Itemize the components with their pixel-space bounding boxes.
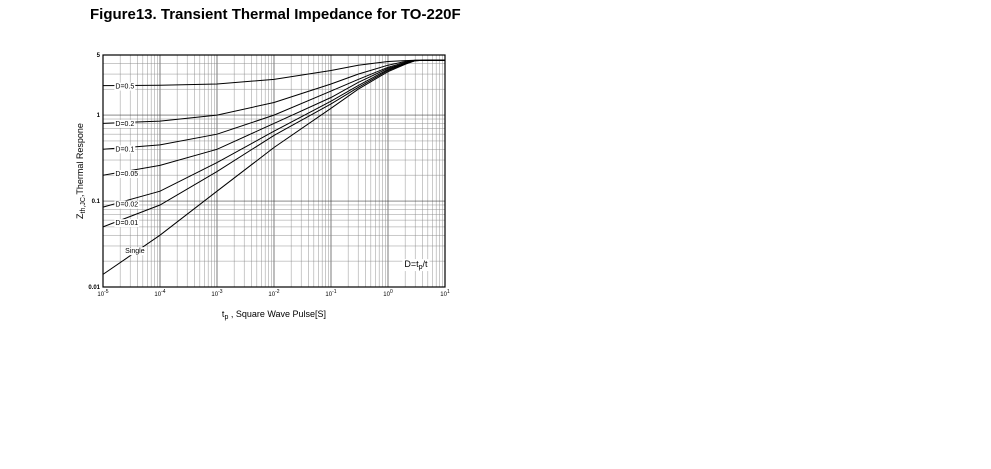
series-line-7: [102, 59, 445, 275]
x-axis-label-rest: , Square Wave Pulse[S]: [228, 309, 326, 319]
series-label-1: D=0.5: [115, 84, 134, 91]
y-tick-label: 0.1: [92, 199, 101, 205]
series-label-bg: [114, 200, 140, 209]
x-tick-exponent: -5: [104, 289, 109, 295]
x-tick-exponent: -2: [275, 289, 280, 295]
x-axis-label: tp , Square Wave Pulse[S]: [222, 309, 326, 321]
duty-cycle-annotation: D=tp/t: [404, 259, 428, 271]
x-tick-base: 10: [97, 292, 104, 298]
x-tick-exponent: -4: [161, 289, 166, 295]
series-lines: [102, 59, 445, 275]
x-axis-label-sub: p: [224, 314, 228, 321]
x-tick-base: 10: [383, 292, 390, 298]
annotation-sub: p: [419, 264, 423, 271]
plot-frame: [102, 54, 446, 288]
x-tick-label: 10-1: [325, 289, 336, 298]
x-tick-base: 10: [268, 292, 275, 298]
x-tick-exponent: 0: [390, 289, 393, 295]
y-axis-label-sub: th,JC: [80, 197, 87, 213]
y-axis-label-main: Z: [75, 213, 85, 219]
y-axis-label-rest: ,Thermal Respone: [75, 123, 85, 197]
x-tick-label: 10-4: [154, 289, 165, 298]
x-tick-base: 10: [211, 292, 218, 298]
figure-title: Figure13. Transient Thermal Impedance fo…: [90, 6, 461, 23]
y-tick-label: 0.01: [88, 285, 100, 291]
x-tick-base: 10: [325, 292, 332, 298]
x-tick-label: 10-5: [97, 289, 108, 298]
x-tick-base: 10: [154, 292, 161, 298]
y-axis-label: Zth,JC,Thermal Respone: [75, 123, 87, 219]
annotation-main: D=t: [404, 259, 419, 269]
x-tick-label: 10-2: [268, 289, 279, 298]
series-label-bg: [124, 247, 146, 256]
annotation-bg: [402, 259, 430, 272]
series-label-bg: [114, 119, 136, 128]
y-tick-label: 5: [97, 53, 101, 59]
x-tick-exponent: -3: [218, 289, 223, 295]
x-tick-label: 100: [383, 289, 393, 298]
x-axis-label-main: t: [222, 309, 225, 319]
series-label-bg: [114, 145, 136, 154]
x-tick-exponent: -1: [332, 289, 337, 295]
series-label-5: D=0.02: [115, 202, 138, 209]
series-label-2: D=0.2: [115, 121, 134, 128]
series-label-7: Single: [125, 248, 145, 255]
series-label-3: D=0.1: [115, 146, 134, 153]
x-tick-label: 10-3: [211, 289, 222, 298]
series-label-bg: [114, 170, 140, 179]
x-tick-label: 101: [440, 289, 450, 298]
x-tick-exponent: 1: [447, 289, 450, 295]
series-label-bg: [114, 219, 140, 228]
series-label-4: D=0.05: [115, 171, 138, 178]
y-tick-label: 1: [97, 113, 101, 119]
annotation-rest: /t: [423, 259, 429, 269]
x-tick-base: 10: [440, 292, 447, 298]
series-label-6: D=0.01: [115, 220, 138, 227]
series-label-bg: [114, 82, 136, 91]
grid-lines: [103, 55, 445, 287]
series-labels: D=0.5 D=0.2 D=0.1 D=0.05 D=0.02 D=0.01 Single: [114, 82, 146, 256]
